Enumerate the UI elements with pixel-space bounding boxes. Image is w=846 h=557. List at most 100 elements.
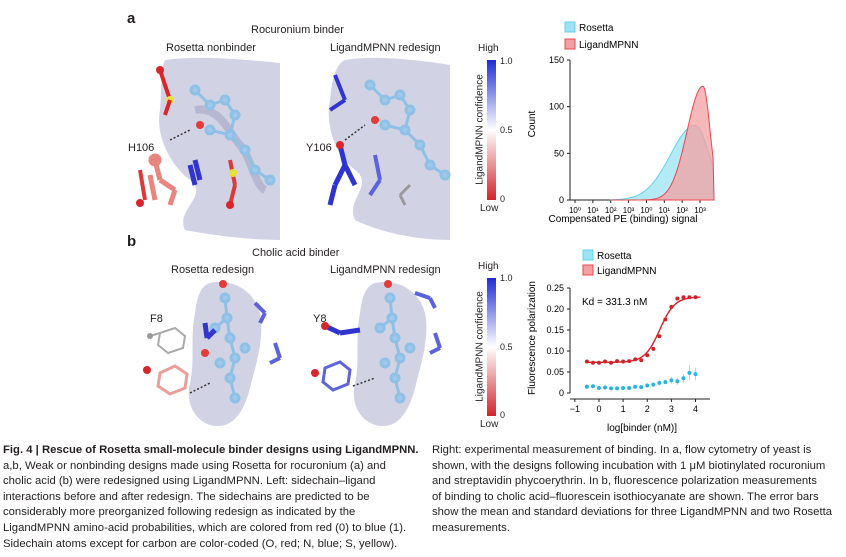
histogram-ligandmpnn (610, 85, 715, 201)
panel-a-structures (136, 57, 451, 240)
panel-b-left-residue: F8 (150, 313, 163, 325)
chart-a-x-tick-label: 10³ (623, 206, 635, 215)
colorbar-a (487, 60, 496, 200)
caption-left-line: Sidechain atoms except for carbon are co… (3, 537, 398, 550)
rosetta-point (639, 385, 644, 390)
caption-left-line: LigandMPNN amino-acid probabilities, whi… (3, 521, 407, 534)
chart-b-y-tick-label: 0.05 (546, 367, 564, 377)
panel-b-right-label: LigandMPNN redesign (330, 264, 441, 276)
chart-b-y-tick-label: 0.20 (546, 304, 564, 314)
rosetta-point (590, 384, 595, 389)
ligandmpnn-point (609, 360, 614, 365)
rosetta-point (681, 376, 686, 381)
chart-b-x-tick-label: 4 (693, 404, 698, 414)
caption-left: Fig. 4 | Rescue of Rosetta small-molecul… (3, 443, 423, 552)
ligandmpnn-point (590, 360, 595, 365)
legend-a-ligandmpnn-swatch (564, 38, 576, 50)
legend-a-ligandmpnn: LigandMPNN (579, 40, 638, 51)
rosetta-point (669, 378, 674, 383)
caption-right-line: shown, with the designs following incuba… (432, 459, 826, 472)
chart-b-ylabel: Fluorescence polarization (527, 281, 538, 395)
chart-b-y-tick-label: 0 (559, 388, 564, 398)
caption-right-line: show the mean and standard deviations fo… (432, 506, 833, 519)
caption-left-line: cholic acid (b) were redesigned using Li… (3, 475, 376, 488)
rosetta-point (645, 383, 650, 388)
cholic-acid-ligandmpnn-structure (311, 280, 442, 427)
colorbar-a-label: LigandMPNN confidence (474, 74, 486, 185)
chart-b-y-tick-label: 0.10 (546, 346, 564, 356)
rosetta-point (675, 379, 680, 384)
rosetta-point (621, 385, 626, 390)
chart-a-y-tick-label: 50 (554, 148, 564, 158)
rosetta-point (657, 380, 662, 385)
ligandmpnn-point (596, 360, 601, 365)
rosetta-point (603, 385, 607, 390)
caption-right-line: and streptavidin phycoerythrin. In b, fl… (432, 475, 817, 488)
fluorescence-polarization-chart: −1 0 1 2 3 4 0 0.05 0.10 0.15 0.20 0.25 Fluorescenc… (527, 249, 710, 434)
chart-a-x-tick-label: 10² (605, 206, 617, 215)
panel-a-left-label: Rosetta nonbinder (166, 42, 256, 54)
chart-a-x-tick-label: 10⁰ (569, 206, 581, 215)
colorbar-b-high: High (478, 261, 499, 272)
chart-a-x-tick-label: 10⁰ (640, 206, 652, 215)
chart-a-x-tick-label: 10¹ (659, 206, 671, 215)
ligandmpnn-point (621, 359, 626, 364)
legend-a-rosetta: Rosetta (579, 23, 614, 34)
rosetta-point (615, 386, 620, 391)
caption-left-line: interactions before and after redesign. … (3, 490, 370, 503)
ligandmpnn-point (675, 296, 680, 301)
panel-b-right-residue: Y8 (313, 313, 327, 325)
ligandmpnn-point (687, 295, 692, 300)
colorbar-a-high: High (478, 43, 499, 54)
caption-left-line: a,b, Weak or nonbinding designs made usi… (3, 459, 386, 472)
chart-b-x-tick-label: −1 (570, 404, 580, 414)
chart-a-y-tick-label: 0 (559, 195, 564, 205)
chart-b-x-tick-label: 3 (669, 404, 674, 414)
colorbar-b-label: LigandMPNN confidence (474, 291, 486, 402)
ligandmpnn-point (639, 358, 644, 363)
chart-b-xlabel: log[binder (nM)] (607, 423, 677, 434)
colorbar-a-tick-top: 1.0 (500, 56, 513, 66)
colorbar-b (487, 278, 496, 416)
caption-right-line: Right: experimental measurement of bindi… (432, 444, 812, 456)
legend-a-rosetta-swatch (564, 21, 576, 33)
ligandmpnn-point (651, 346, 656, 351)
panel-b-left-label: Rosetta redesign (171, 264, 255, 276)
chart-a-ylabel: Count (527, 110, 538, 137)
cholic-acid-rosetta-structure (143, 280, 282, 427)
kd-annotation: Kd = 331.3 nM (582, 297, 647, 308)
panel-a-left-residue: H106 (128, 142, 155, 154)
legend-b-ligandmpnn: LigandMPNN (597, 266, 656, 277)
rosetta-point (584, 384, 589, 389)
legend-b-ligandmpnn-swatch (582, 264, 594, 276)
chart-b-y-tick-label: 0.25 (546, 283, 564, 293)
colorbar-b-low: Low (480, 419, 499, 430)
caption-right: Right: experimental measurement of bindi… (432, 443, 844, 537)
panel-a-title: Rocuronium binder (251, 24, 344, 36)
ligandmpnn-point (603, 359, 607, 364)
colorbar-a-tick-bottom: 0 (500, 194, 506, 204)
chart-a-x-tick-label: 10¹ (587, 206, 599, 215)
ligandmpnn-point (645, 353, 650, 358)
ligandmpnn-point (693, 295, 698, 300)
rocuronium-rosetta-structure (136, 57, 280, 240)
panel-a-right-residue: Y106 (306, 142, 332, 154)
panel-b-title: Cholic acid binder (252, 247, 340, 259)
ligandmpnn-point (633, 357, 638, 362)
ligandmpnn-point (657, 334, 662, 339)
rosetta-point (627, 385, 632, 390)
panel-a-letter: a (127, 10, 136, 27)
colorbar-b-tick-top: 1.0 (500, 273, 513, 283)
legend-b-rosetta-swatch (582, 249, 594, 261)
colorbar-a-low: Low (480, 203, 499, 214)
chart-a-y-tick-label: 100 (549, 102, 564, 112)
rosetta-point (596, 385, 601, 390)
ligandmpnn-point (615, 359, 620, 364)
colorbar-b-tick-mid: 0.5 (500, 342, 513, 352)
chart-a-x-tick-label: 10³ (694, 206, 706, 215)
chart-b-x-tick-label: 0 (596, 404, 601, 414)
ligandmpnn-point (669, 304, 674, 309)
rosetta-point (633, 384, 638, 389)
rosetta-point (693, 372, 698, 377)
